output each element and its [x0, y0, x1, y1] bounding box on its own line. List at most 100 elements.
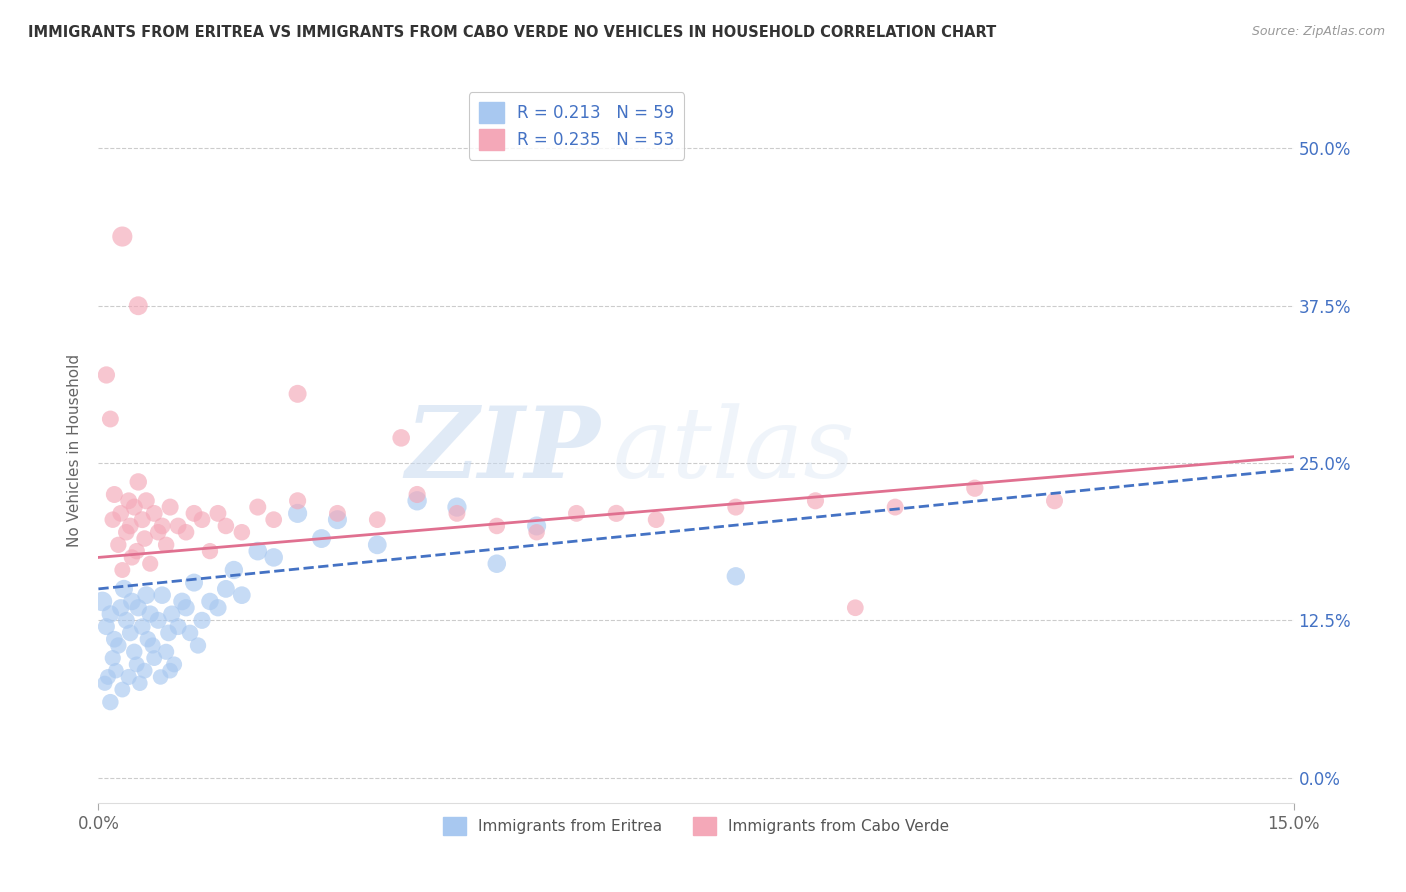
Point [139, 607, 162, 621]
Point [311, 532, 333, 546]
Point [115, 613, 138, 627]
Point [159, 664, 181, 678]
Point [198, 594, 221, 608]
Legend: Immigrants from Eritrea, Immigrants from Cabo Verde: Immigrants from Eritrea, Immigrants from… [434, 807, 957, 845]
Point [124, 500, 146, 514]
Point [139, 557, 162, 571]
Point [125, 657, 148, 672]
Point [127, 475, 149, 489]
Point [98, 607, 122, 621]
Point [124, 645, 146, 659]
Point [160, 607, 183, 621]
Point [963, 481, 986, 495]
Point [174, 525, 197, 540]
Point [127, 299, 149, 313]
Text: ZIP: ZIP [405, 402, 600, 499]
Point [804, 493, 827, 508]
Point [287, 507, 309, 521]
Point [142, 639, 165, 653]
Point [446, 507, 468, 521]
Point [148, 525, 170, 540]
Point [167, 519, 190, 533]
Point [215, 519, 238, 533]
Point [263, 513, 285, 527]
Point [107, 538, 129, 552]
Point [128, 676, 150, 690]
Y-axis label: No Vehicles in Household: No Vehicles in Household [67, 354, 83, 547]
Point [143, 507, 166, 521]
Point [135, 493, 157, 508]
Point [131, 513, 153, 527]
Point [111, 682, 134, 697]
Point [107, 639, 129, 653]
Point [485, 519, 508, 533]
Point [187, 639, 209, 653]
Point [565, 507, 588, 521]
Point [98, 412, 122, 426]
Point [131, 620, 153, 634]
Point [94, 676, 117, 690]
Point [645, 513, 668, 527]
Point [155, 538, 177, 552]
Point [96, 368, 118, 382]
Point [148, 613, 170, 627]
Point [115, 525, 138, 540]
Point [111, 563, 134, 577]
Point [127, 600, 149, 615]
Point [207, 507, 229, 521]
Point [120, 626, 142, 640]
Point [97, 670, 120, 684]
Point [101, 513, 124, 527]
Point [246, 544, 269, 558]
Point [135, 588, 157, 602]
Point [231, 588, 253, 602]
Point [246, 500, 269, 514]
Point [110, 600, 132, 615]
Point [125, 544, 148, 558]
Point [157, 626, 180, 640]
Point [605, 507, 627, 521]
Point [134, 532, 156, 546]
Point [150, 519, 173, 533]
Point [159, 500, 181, 514]
Point [366, 513, 388, 527]
Point [406, 493, 429, 508]
Point [287, 493, 309, 508]
Point [724, 500, 747, 514]
Point [167, 620, 190, 634]
Point [118, 493, 141, 508]
Point [103, 632, 125, 647]
Point [884, 500, 907, 514]
Point [191, 613, 214, 627]
Point [150, 588, 173, 602]
Point [155, 645, 177, 659]
Point [366, 538, 388, 552]
Point [191, 513, 214, 527]
Point [1043, 493, 1066, 508]
Point [198, 544, 221, 558]
Point [143, 651, 166, 665]
Point [326, 513, 349, 527]
Point [526, 519, 548, 533]
Point [179, 626, 201, 640]
Point [231, 525, 253, 540]
Point [183, 507, 205, 521]
Text: Source: ZipAtlas.com: Source: ZipAtlas.com [1251, 25, 1385, 38]
Point [134, 664, 156, 678]
Point [103, 487, 125, 501]
Point [118, 670, 141, 684]
Point [222, 563, 245, 577]
Text: IMMIGRANTS FROM ERITREA VS IMMIGRANTS FROM CABO VERDE NO VEHICLES IN HOUSEHOLD C: IMMIGRANTS FROM ERITREA VS IMMIGRANTS FR… [28, 25, 997, 40]
Point [98, 695, 122, 709]
Point [110, 507, 132, 521]
Point [446, 500, 468, 514]
Point [101, 651, 124, 665]
Point [121, 594, 143, 608]
Point [172, 594, 194, 608]
Point [149, 670, 172, 684]
Point [174, 600, 197, 615]
Point [844, 600, 866, 615]
Point [526, 525, 548, 540]
Point [183, 575, 205, 590]
Point [485, 557, 508, 571]
